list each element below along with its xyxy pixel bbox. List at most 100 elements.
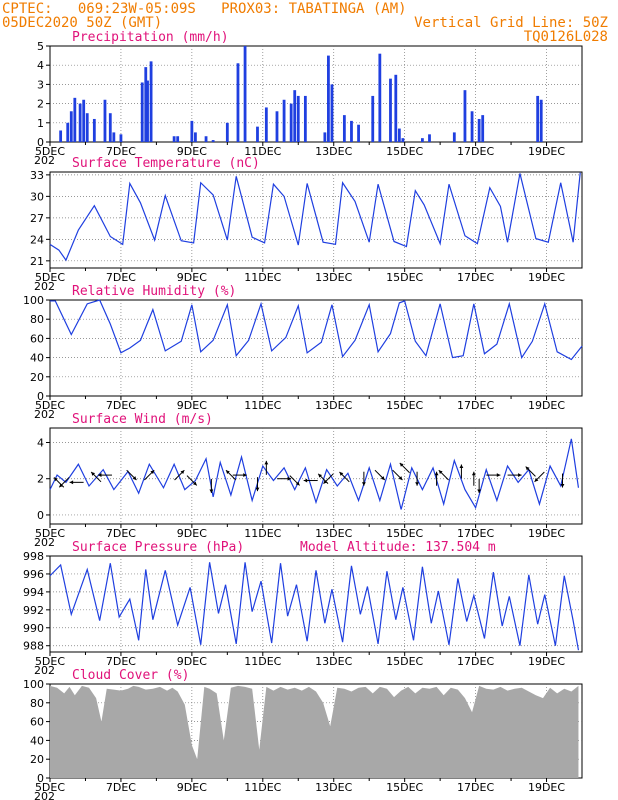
wind-arrow-head [318, 473, 323, 478]
cloud-cover-xtick-label: 5DEC [35, 781, 65, 794]
temperature-ytick-label: 30 [30, 190, 44, 203]
wind-arrow-head [361, 482, 366, 486]
wind-arrow-head [53, 477, 58, 482]
cloud-cover-ytick-label: 40 [30, 734, 44, 747]
wind-arrow-head [323, 479, 328, 484]
precipitation-bar [452, 132, 456, 142]
temperature-year-fragment: 202 [34, 280, 55, 293]
precipitation-ytick-label: 4 [37, 59, 44, 72]
humidity-title: Relative Humidity (%) [72, 284, 236, 299]
wind-arrow-head [150, 470, 155, 475]
humidity-ytick-label: 60 [30, 332, 44, 345]
wind-line [49, 438, 580, 510]
humidity-xtick-label: 15DEC [386, 399, 423, 412]
precipitation-bar [146, 80, 149, 142]
precipitation-xtick-label: 9DEC [177, 145, 207, 158]
temperature-ytick-label: 27 [30, 212, 44, 225]
precipitation-bar [256, 126, 259, 142]
humidity-xtick-label: 9DEC [177, 399, 207, 412]
wind-arrow-head [192, 481, 197, 486]
precipitation-bar [59, 130, 63, 142]
humidity-frame [49, 299, 583, 397]
precipitation-year-fragment: 202 [34, 154, 55, 167]
wind-frame [49, 427, 583, 525]
pressure-xtick-label: 15DEC [386, 655, 423, 668]
humidity-xtick-label: 7DEC [106, 399, 136, 412]
precipitation-bar [275, 111, 279, 142]
precipitation-bar [330, 84, 334, 142]
pressure-xtick-label: 9DEC [177, 655, 207, 668]
wind-xtick-label: 15DEC [386, 527, 423, 540]
wind-arrow-head [91, 472, 96, 476]
precipitation-ytick-label: 3 [37, 78, 44, 91]
pressure-title: Surface Pressure (hPa) [72, 540, 244, 555]
wind-arrow-head [415, 482, 419, 486]
cloud-cover-ytick-label: 20 [30, 753, 44, 766]
wind-title: Surface Wind (m/s) [72, 412, 213, 427]
wind-xtick-label: 9DEC [177, 527, 207, 540]
precipitation-bar [357, 124, 360, 142]
humidity-line [50, 299, 583, 361]
wind-arrow-head [477, 489, 482, 493]
humidity-ytick-label: 40 [30, 352, 44, 365]
cloud-cover-xtick-label: 13DEC [315, 781, 352, 794]
pressure-subtitle: Model Altitude: 137.504 m [300, 540, 496, 555]
precipitation-bar [82, 99, 86, 142]
precipitation-xtick-label: 17DEC [457, 145, 494, 158]
precipitation-bar [243, 46, 247, 142]
cloud-cover-ytick-label: 0 [37, 772, 44, 785]
wind-xtick-label: 5DEC [35, 527, 65, 540]
precipitation-bar [282, 99, 286, 142]
wind-arrow-head [496, 473, 501, 478]
wind-arrow-head [180, 470, 185, 475]
precipitation-bar [378, 53, 382, 142]
temperature-xtick-label: 7DEC [106, 271, 136, 284]
pressure-ytick-label: 996 [23, 568, 44, 581]
temperature-line [49, 172, 581, 262]
wind-xtick-label: 7DEC [106, 527, 136, 540]
temperature-ytick-label: 21 [30, 255, 44, 268]
wind-xtick-label: 19DEC [528, 527, 565, 540]
precipitation-bar [481, 115, 485, 142]
precipitation-bar [92, 118, 96, 142]
precipitation-bar [69, 111, 73, 142]
precipitation-bar [421, 138, 424, 142]
pressure-line [49, 562, 580, 651]
header-station: CPTEC: 069:23W-05:09S PROX03: TABATINGA … [2, 1, 407, 17]
temperature-xtick-label: 13DEC [315, 271, 352, 284]
humidity-xtick-label: 5DEC [35, 399, 65, 412]
precipitation-bar [463, 90, 467, 142]
temperature-title: Surface Temperature (nC) [72, 156, 260, 171]
wind-arrow-head [243, 473, 247, 478]
precipitation-bar [303, 95, 307, 142]
precipitation-bar [323, 132, 327, 142]
humidity-xtick-label: 13DEC [315, 399, 352, 412]
wind-arrow-head [287, 476, 292, 481]
cloud-cover-ytick-label: 60 [30, 716, 44, 729]
precipitation-ytick-label: 0 [37, 136, 44, 149]
precipitation-bar [190, 120, 194, 142]
cloud-cover-xtick-label: 15DEC [386, 781, 423, 794]
wind-arrow-head [459, 464, 464, 468]
precipitation-bar [73, 97, 77, 142]
cloud-cover-area [50, 685, 579, 778]
pressure-xtick-label: 7DEC [106, 655, 136, 668]
precipitation-bar [536, 95, 540, 142]
wind-arrow-head [339, 472, 344, 476]
precipitation-bar [85, 113, 89, 142]
wind-arrow-head [69, 480, 74, 485]
precipitation-title: Precipitation (mm/h) [72, 30, 229, 45]
precipitation-bar [264, 107, 268, 142]
humidity-xtick-label: 19DEC [528, 399, 565, 412]
pressure-ytick-label: 988 [23, 640, 44, 653]
cloud-cover-ytick-label: 80 [30, 697, 44, 710]
humidity-xtick-label: 17DEC [457, 399, 494, 412]
pressure-frame [49, 555, 583, 653]
pressure-xtick-label: 19DEC [528, 655, 565, 668]
cloud-cover-xtick-label: 9DEC [177, 781, 207, 794]
precipitation-bar [225, 122, 229, 142]
humidity-ytick-label: 100 [23, 294, 44, 307]
cloud-cover-xtick-label: 17DEC [457, 781, 494, 794]
pressure-xtick-label: 11DEC [244, 655, 281, 668]
precipitation-bar [176, 136, 180, 142]
